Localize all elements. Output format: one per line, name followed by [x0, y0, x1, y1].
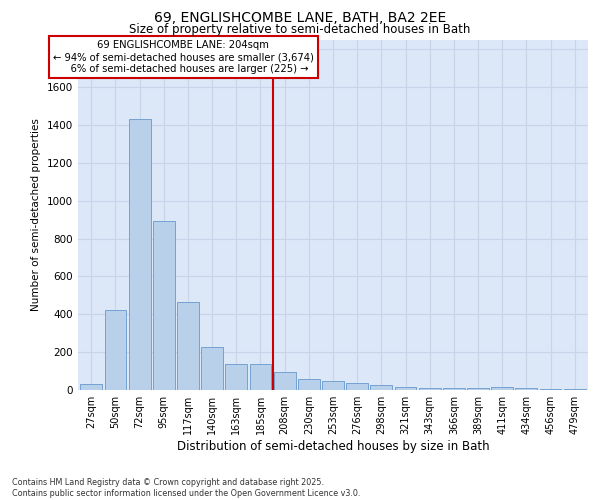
Text: 69, ENGLISHCOMBE LANE, BATH, BA2 2EE: 69, ENGLISHCOMBE LANE, BATH, BA2 2EE	[154, 11, 446, 25]
Bar	[564, 389, 586, 390]
Text: Size of property relative to semi-detached houses in Bath: Size of property relative to semi-detach…	[130, 22, 470, 36]
Bar	[539, 389, 562, 390]
Bar	[467, 388, 489, 390]
Bar	[201, 348, 223, 390]
Text: 69 ENGLISHCOMBE LANE: 204sqm
← 94% of semi-detached houses are smaller (3,674)
 : 69 ENGLISHCOMBE LANE: 204sqm ← 94% of se…	[53, 40, 314, 74]
Bar	[153, 220, 175, 390]
Bar	[250, 364, 271, 390]
Bar	[322, 382, 344, 390]
Bar	[515, 388, 537, 390]
Bar	[395, 387, 416, 390]
Bar	[298, 379, 320, 390]
Bar	[80, 384, 102, 390]
Bar	[419, 388, 440, 390]
Y-axis label: Number of semi-detached properties: Number of semi-detached properties	[31, 118, 41, 312]
Bar	[129, 120, 151, 390]
Bar	[443, 388, 465, 390]
Bar	[226, 364, 247, 390]
Bar	[177, 302, 199, 390]
Bar	[491, 387, 513, 390]
Bar	[370, 386, 392, 390]
Bar	[104, 310, 127, 390]
Bar	[346, 384, 368, 390]
X-axis label: Distribution of semi-detached houses by size in Bath: Distribution of semi-detached houses by …	[176, 440, 490, 453]
Bar	[274, 372, 296, 390]
Text: Contains HM Land Registry data © Crown copyright and database right 2025.
Contai: Contains HM Land Registry data © Crown c…	[12, 478, 361, 498]
